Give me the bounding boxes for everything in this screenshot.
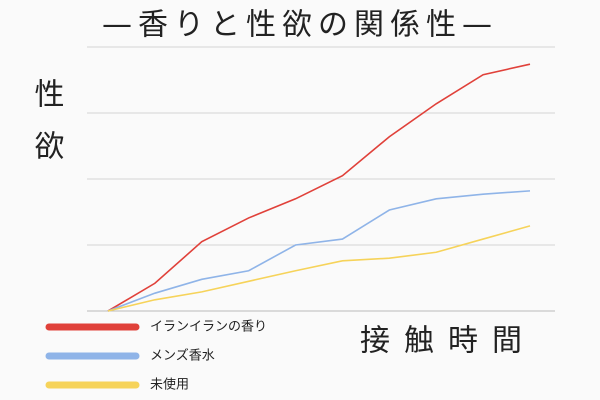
x-axis-label: 接触時間 [360, 324, 536, 359]
legend-label: メンズ香水 [150, 348, 215, 364]
legend-label: 未使用 [150, 377, 189, 393]
y-axis-label: 性欲 [29, 78, 65, 182]
legend-label: イランイランの香り [150, 320, 267, 335]
chart-title: —香りと性欲の関係性— [102, 8, 498, 43]
series-line [107, 63, 531, 312]
series-line [107, 190, 531, 312]
series-line [107, 225, 531, 312]
